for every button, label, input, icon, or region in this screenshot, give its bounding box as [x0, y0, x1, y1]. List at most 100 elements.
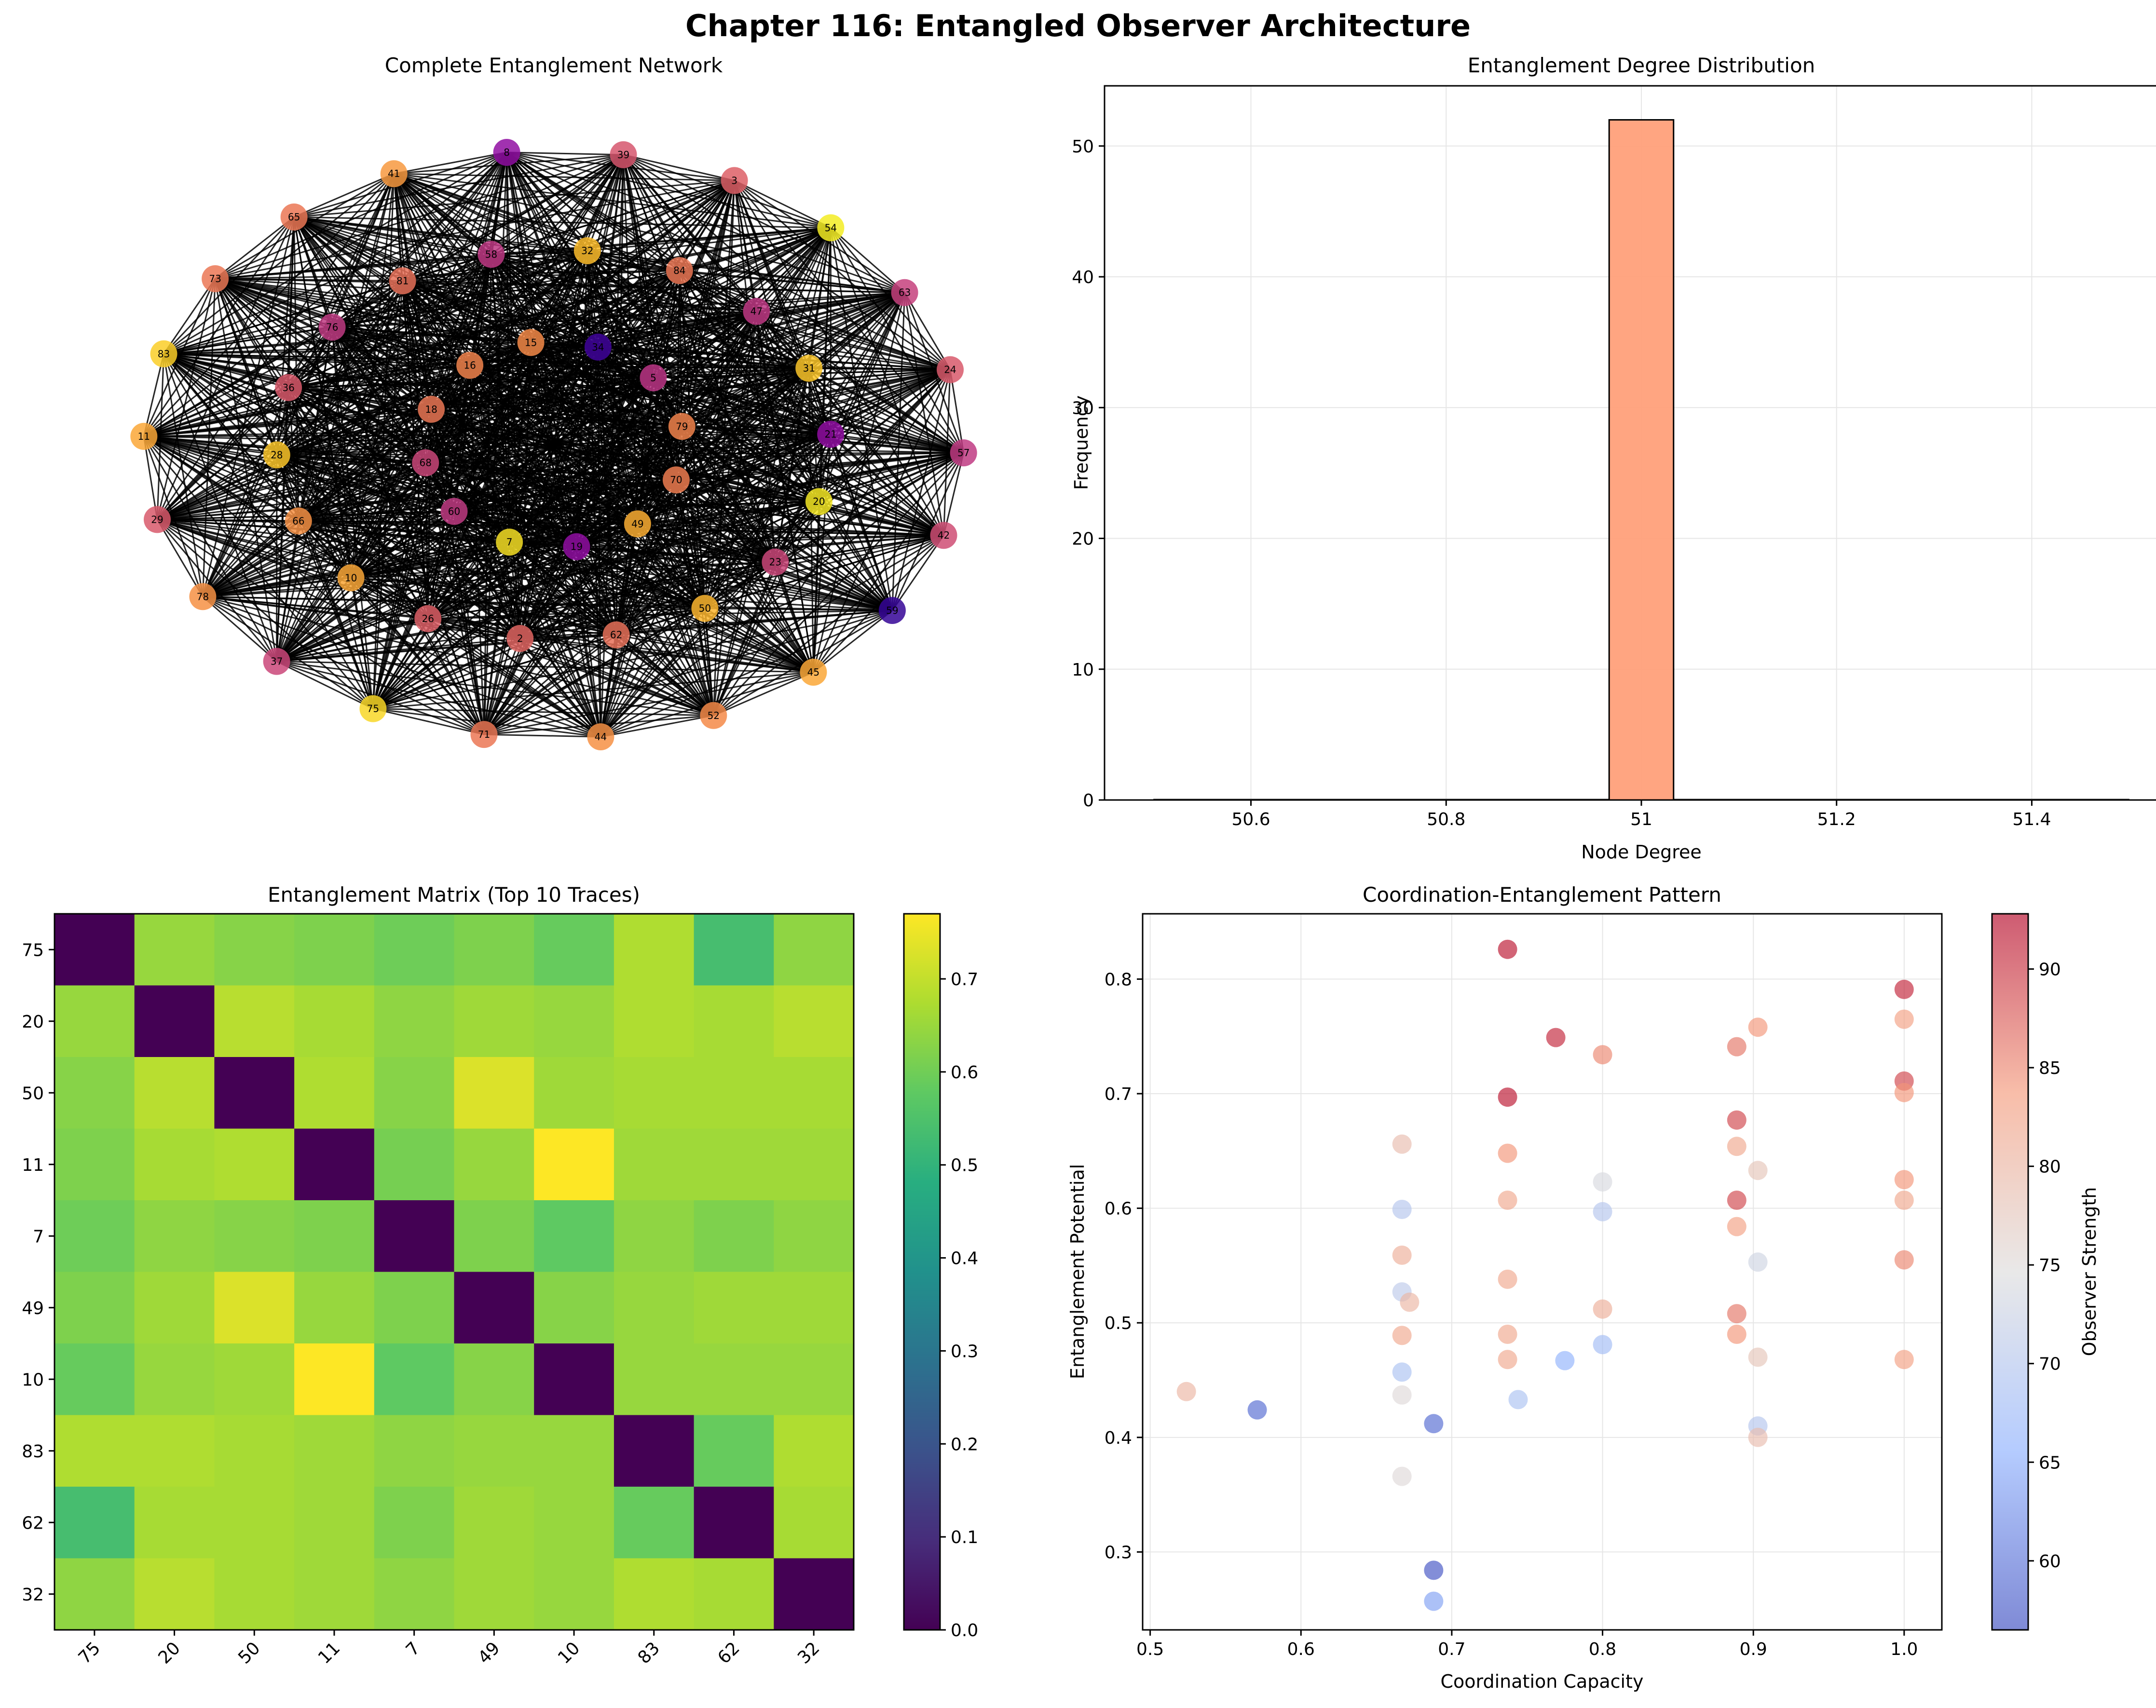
heatmap-cell	[694, 1057, 774, 1129]
network-edge	[597, 346, 682, 427]
network-edge	[679, 270, 832, 435]
heatmap-cell	[374, 985, 455, 1057]
network-edge	[203, 596, 520, 639]
network-edge	[587, 250, 680, 271]
network-node	[150, 340, 177, 367]
network-edge	[490, 254, 521, 639]
network-edge	[681, 426, 776, 563]
network-edge	[350, 462, 426, 579]
network-node-label: 49	[631, 518, 643, 529]
network-edge	[756, 311, 951, 371]
network-edge	[675, 479, 706, 609]
scatter-point	[1555, 1351, 1575, 1370]
heatmap-cell	[134, 1558, 215, 1630]
heatmap-row-label: 32	[22, 1585, 44, 1605]
scatter-colorbar-tick-label: 80	[2039, 1157, 2061, 1177]
scatter-x-tick-label: 1.0	[1890, 1640, 1918, 1659]
network-edge	[427, 546, 577, 620]
heatmap-cell	[134, 1272, 215, 1344]
network-node-label: 73	[209, 273, 221, 285]
heatmap-cell	[214, 985, 295, 1057]
heatmap-cell	[454, 1057, 534, 1129]
scatter-point	[1498, 1087, 1517, 1107]
network-node	[795, 354, 823, 382]
scatter-y-label: Entanglement Potential	[1067, 1164, 1088, 1379]
network-edge	[331, 326, 432, 410]
network-edge	[431, 408, 682, 427]
network-edge	[469, 250, 588, 366]
network-node	[878, 597, 906, 624]
network-node-label: 24	[944, 364, 956, 376]
network-edge	[615, 524, 639, 635]
network-node-label: 28	[271, 449, 283, 461]
scatter-y-ticks: 0.3 0.4 0.5 0.6 0.7 0.8	[1105, 970, 1143, 1562]
heatmap-cell	[214, 1272, 295, 1344]
heatmap-cell	[534, 1128, 614, 1201]
network-edge	[597, 347, 677, 480]
network-edge	[215, 278, 819, 502]
network-node	[496, 529, 523, 556]
network-edge	[156, 280, 403, 520]
heatmap-colorbar	[903, 913, 941, 1631]
network-edge	[351, 541, 510, 579]
network-edge	[431, 408, 638, 525]
network-edge	[430, 409, 455, 512]
heatmap-cell	[694, 1200, 774, 1273]
network-edge	[351, 523, 638, 579]
heatmap-cell	[214, 1128, 295, 1201]
histogram-x-tick-label: 51	[1630, 810, 1652, 829]
network-edge	[587, 250, 809, 369]
network-edge	[288, 367, 809, 389]
network-edge	[402, 280, 617, 636]
network-edge	[144, 435, 277, 456]
network-edge	[453, 250, 588, 512]
network-node	[563, 533, 590, 560]
network-node	[285, 507, 312, 535]
scatter-point	[1727, 1304, 1747, 1324]
heatmap-cell	[534, 985, 614, 1057]
network-edge	[600, 434, 832, 737]
heatmap-cell	[534, 1415, 614, 1487]
heatmap-cell	[534, 1200, 614, 1273]
network-edge	[202, 596, 485, 735]
heatmap-column-label: 10	[554, 1638, 584, 1667]
network-edge	[808, 367, 944, 536]
heatmap-cell	[694, 985, 774, 1057]
scatter-point	[1498, 1350, 1517, 1369]
heatmap-cell	[294, 1487, 375, 1559]
network-node	[800, 659, 827, 686]
network-edge	[294, 216, 951, 371]
network-node-label: 16	[464, 360, 476, 371]
scatter-point	[1498, 1143, 1517, 1163]
network-edge	[681, 426, 706, 609]
scatter-point	[1593, 1202, 1612, 1221]
network-edge	[427, 365, 471, 619]
scatter-point	[1727, 1037, 1747, 1057]
heatmap-cell	[294, 1415, 375, 1487]
network-edge	[600, 608, 706, 737]
network-edge	[350, 577, 601, 738]
scatter-point	[1508, 1390, 1528, 1410]
network-edge	[519, 479, 677, 639]
network-node-label: 63	[899, 287, 911, 298]
network-edge	[288, 387, 677, 481]
scatter-y-tick-label: 0.8	[1105, 970, 1132, 990]
network-edge	[143, 436, 158, 520]
heatmap-cell	[55, 914, 135, 986]
heatmap-cell	[694, 1128, 774, 1201]
network-edge	[623, 154, 735, 181]
network-edge	[163, 353, 455, 512]
network-edge	[288, 387, 455, 512]
network-node-label: 47	[751, 306, 763, 317]
network-edge	[288, 280, 403, 388]
network-edge	[215, 216, 295, 280]
scatter-colorbar	[1991, 913, 2029, 1631]
network-edge	[276, 454, 429, 619]
network-edge	[587, 250, 683, 427]
histogram-bars	[1153, 119, 2129, 801]
network-edge	[276, 577, 352, 662]
histogram-bar	[1608, 119, 1675, 801]
network-edge	[774, 368, 810, 562]
heatmap-cell	[454, 914, 534, 986]
network-edge	[427, 542, 510, 619]
